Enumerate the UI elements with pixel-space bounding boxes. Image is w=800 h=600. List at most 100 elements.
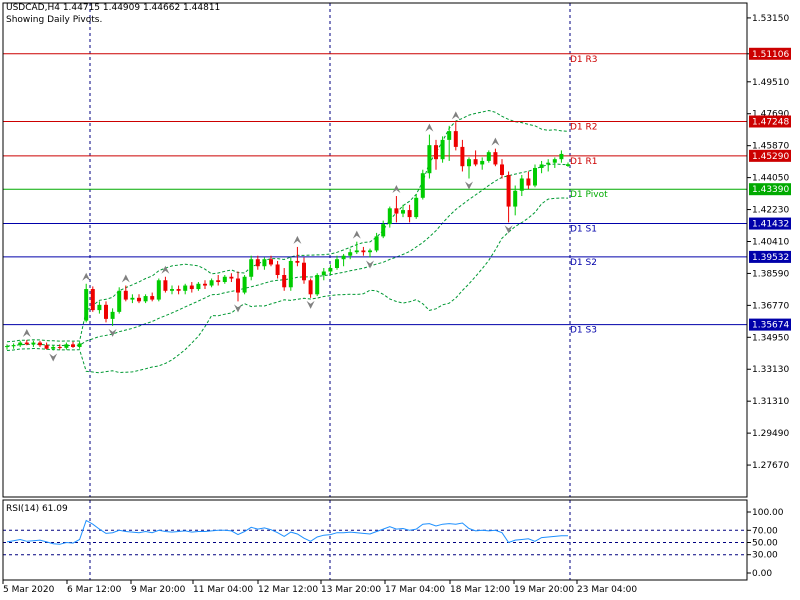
candle-body — [222, 276, 227, 283]
fractal-up-icon — [82, 272, 91, 281]
candles — [5, 122, 570, 351]
price-tick-label: 1.53150 — [752, 14, 789, 24]
fractal-down-icon — [234, 304, 242, 313]
fractal-down-icon — [465, 181, 473, 190]
price-tick-label: 1.36770 — [752, 301, 789, 311]
pivot-price-label: 1.41432 — [752, 220, 789, 230]
candle-body — [5, 346, 9, 348]
candle-body — [420, 173, 425, 198]
candle-body — [97, 304, 102, 311]
pivot-price-label: 1.35674 — [752, 321, 789, 331]
candle-body — [519, 178, 524, 191]
candle-body — [354, 250, 359, 253]
candle-body — [539, 164, 544, 168]
bollinger-line — [6, 197, 569, 374]
candle-body — [123, 290, 128, 300]
candle-body — [308, 280, 313, 295]
candle-body — [467, 159, 471, 167]
chart-header-subtitle: Showing Daily Pivots. — [6, 15, 103, 25]
rsi-tick-label: 70.00 — [752, 526, 778, 536]
candle-body — [189, 285, 194, 290]
pivot-line-label: D1 R1 — [570, 157, 598, 167]
candle-body — [513, 190, 518, 207]
candle-body — [506, 174, 511, 207]
candle-body — [262, 259, 267, 267]
price-tick-label: 1.34950 — [752, 333, 789, 343]
candle-body — [361, 250, 366, 253]
time-tick-label: 5 Mar 2020 — [3, 585, 55, 595]
time-tick-label: 11 Mar 04:00 — [193, 585, 253, 595]
pivot-price-label: 1.45290 — [752, 152, 789, 162]
candle-body — [156, 280, 161, 300]
rsi-panel — [3, 519, 747, 556]
fractal-down-icon — [108, 328, 117, 337]
candle-body — [341, 255, 346, 260]
candle-body — [328, 267, 333, 272]
candle-body — [24, 342, 29, 345]
candle-body — [196, 283, 201, 290]
candle-body — [321, 271, 326, 276]
candle-body — [104, 304, 108, 319]
candle-body — [163, 280, 168, 291]
candle-body — [110, 311, 115, 319]
fractal-down-icon — [306, 300, 315, 309]
fractal-up-icon — [293, 235, 302, 244]
pivot-price-label: 1.43390 — [752, 185, 789, 195]
candle-body — [18, 342, 23, 346]
candle-body — [51, 346, 56, 349]
candle-body — [269, 259, 273, 265]
candle-body — [117, 290, 122, 312]
candle-body — [302, 262, 306, 281]
pivot-price-box — [749, 217, 791, 230]
candle-body — [414, 197, 419, 218]
candle-body — [57, 346, 62, 348]
candle-body — [176, 289, 181, 291]
candle-body — [137, 297, 141, 302]
candle-body — [460, 146, 465, 167]
rsi-frame — [2, 499, 748, 581]
time-tick-label: 12 Mar 12:00 — [258, 585, 318, 595]
time-tick-label: 17 Mar 04:00 — [385, 585, 445, 595]
candle-body — [38, 342, 42, 346]
price-tick-label: 1.31310 — [752, 397, 789, 407]
candle-body — [394, 208, 399, 214]
candle-body — [407, 210, 412, 218]
rsi-tick-label: 30.00 — [752, 551, 778, 561]
fractal-down-icon — [366, 260, 374, 269]
fractal-down-icon — [49, 353, 58, 362]
candle-body — [236, 278, 240, 293]
fractal-up-icon — [352, 230, 361, 239]
candle-body — [31, 342, 36, 345]
candle-body — [203, 283, 207, 286]
candle-body — [209, 280, 214, 286]
pivot-price-box — [749, 47, 791, 60]
candle-body — [242, 276, 247, 293]
candle-body — [295, 260, 300, 263]
fractal-down-icon — [504, 225, 513, 234]
rsi-tick-label: 50.00 — [752, 539, 778, 549]
candle-body — [11, 345, 16, 347]
pivot-price-box — [749, 183, 791, 196]
main-frame — [2, 2, 748, 498]
candle-body — [64, 344, 69, 348]
candle-body — [427, 145, 432, 174]
pivot-levels: D1 R3 D1 R2 D1 R1 D1 Pivot D1 S1 D1 S2 D1 S3 — [3, 53, 747, 336]
bollinger-line — [6, 109, 569, 343]
main-grid — [89, 3, 571, 580]
bollinger-bands — [6, 109, 569, 374]
candle-body — [130, 297, 135, 300]
time-tick-label: 19 Mar 20:00 — [514, 585, 574, 595]
chart-header-symbol: USDCAD,H4 1.44715 1.44909 1.44662 1.4481… — [6, 3, 221, 13]
price-tick-label: 1.33130 — [752, 365, 789, 375]
candle-body — [387, 208, 392, 225]
candle-body — [566, 164, 570, 166]
candle-body — [229, 276, 234, 279]
price-tick-label: 1.27670 — [752, 461, 789, 471]
candle-body — [255, 259, 260, 267]
fractal-up-icon — [161, 265, 170, 274]
price-tick-label: 1.45870 — [752, 142, 789, 152]
candle-body — [44, 345, 49, 349]
candle-body — [71, 344, 75, 347]
rsi-tick-label: 100.00 — [752, 508, 784, 518]
pivot-line-label: D1 R2 — [570, 122, 598, 132]
